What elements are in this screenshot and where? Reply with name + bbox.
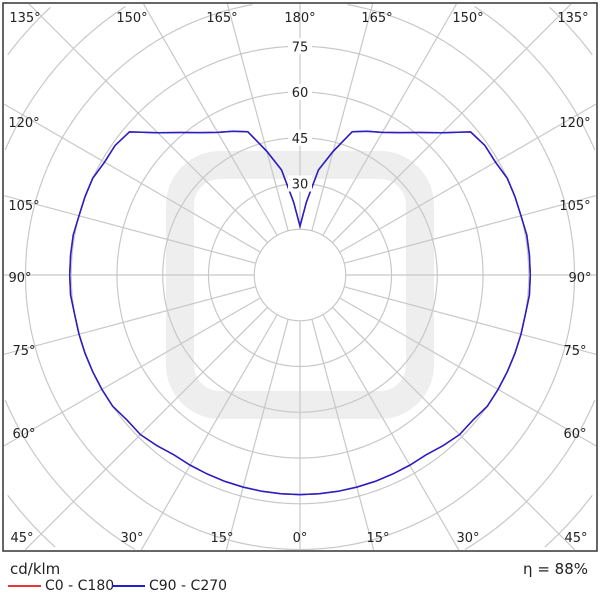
angle-label-top: 165° xyxy=(361,11,392,26)
grid-ring xyxy=(549,6,593,56)
angle-label-right: 75° xyxy=(563,344,586,359)
radial-tick-label: 60 xyxy=(292,86,309,101)
legend-label: C90 - C270 xyxy=(149,578,228,594)
unit-label: cd/klm xyxy=(10,560,61,578)
grid-spoke xyxy=(28,4,269,244)
grid-ring xyxy=(300,4,576,550)
grid-spoke xyxy=(4,103,261,253)
angle-label-bottom: 30° xyxy=(120,531,143,546)
angle-label-bottom: 30° xyxy=(456,531,479,546)
angle-label-top: 150° xyxy=(116,11,147,26)
grid-ring xyxy=(24,4,300,550)
angle-label-right: 60° xyxy=(563,427,586,442)
grid-spoke xyxy=(311,4,374,231)
grid-spoke xyxy=(344,286,596,355)
angle-label-left: 120° xyxy=(8,116,39,131)
grid-spoke xyxy=(24,306,269,550)
grid-spoke xyxy=(322,4,457,236)
legend-item-c90: C90 - C270 xyxy=(112,578,227,594)
grid-spoke xyxy=(4,195,256,264)
polar-grid xyxy=(4,4,596,550)
angle-label-left: 90° xyxy=(8,271,31,286)
grid-spoke xyxy=(331,306,576,550)
angle-label-top: 150° xyxy=(452,11,483,26)
tick-label-bg xyxy=(288,38,312,55)
angle-label-top: 165° xyxy=(206,11,237,26)
grid-spoke xyxy=(331,4,572,244)
grid-spoke xyxy=(344,195,596,264)
legend-swatch-blue xyxy=(112,585,145,587)
grid-spoke xyxy=(4,286,256,355)
grid-ring xyxy=(253,228,347,322)
grid-ring xyxy=(464,399,596,550)
grid-spoke xyxy=(4,297,261,447)
grid-ring xyxy=(4,399,136,550)
series-line-c90-c270 xyxy=(68,130,532,496)
grid-spoke xyxy=(225,319,289,550)
chart-frame xyxy=(2,2,598,552)
radial-tick-label: 75 xyxy=(292,40,309,55)
angle-label-right: 120° xyxy=(559,116,590,131)
grid-spoke xyxy=(311,319,375,550)
angle-label-right: 105° xyxy=(559,199,590,214)
angle-label-bottom: 0° xyxy=(293,531,308,546)
angle-labels: 135° 150° 165° 180° 165° 150° 135° 120° 105° 90° 7… xyxy=(8,11,591,546)
grid-spoke xyxy=(339,297,596,447)
angle-label-top: 135° xyxy=(9,11,40,26)
angle-label-left: 75° xyxy=(12,344,35,359)
radial-tick-labels: 30 45 60 75 xyxy=(288,38,312,193)
grid-spoke xyxy=(140,314,278,550)
grid-ring xyxy=(4,5,126,151)
grid-spoke xyxy=(143,4,278,236)
radial-tick-label: 45 xyxy=(292,132,309,147)
legend-label: C0 - C180 xyxy=(45,578,115,594)
angle-label-bottom: 45° xyxy=(564,531,587,546)
efficiency-label: η = 88% xyxy=(523,560,588,578)
radial-tick-label: 30 xyxy=(292,178,309,193)
angle-label-bottom: 15° xyxy=(210,531,233,546)
grid-ring xyxy=(544,494,593,548)
grid-spoke xyxy=(339,103,596,253)
angle-label-top: 180° xyxy=(284,11,315,26)
grid-ring xyxy=(474,5,596,151)
curves xyxy=(68,130,532,496)
tick-label-bg xyxy=(288,84,312,100)
angle-label-right: 90° xyxy=(568,271,591,286)
tick-label-bg xyxy=(288,175,312,192)
grid-spoke xyxy=(226,4,289,231)
angle-label-bottom: 45° xyxy=(10,531,33,546)
grid-ring xyxy=(7,6,51,56)
angle-label-left: 60° xyxy=(12,427,35,442)
grid-ring xyxy=(7,494,56,548)
tick-label-bg xyxy=(288,129,312,146)
angle-label-top: 135° xyxy=(557,11,588,26)
legend-item-c0: C0 - C180 xyxy=(8,578,114,594)
grid-spoke xyxy=(322,314,460,550)
angle-label-bottom: 15° xyxy=(366,531,389,546)
legend-swatch-red xyxy=(8,585,41,587)
angle-label-left: 105° xyxy=(8,199,39,214)
